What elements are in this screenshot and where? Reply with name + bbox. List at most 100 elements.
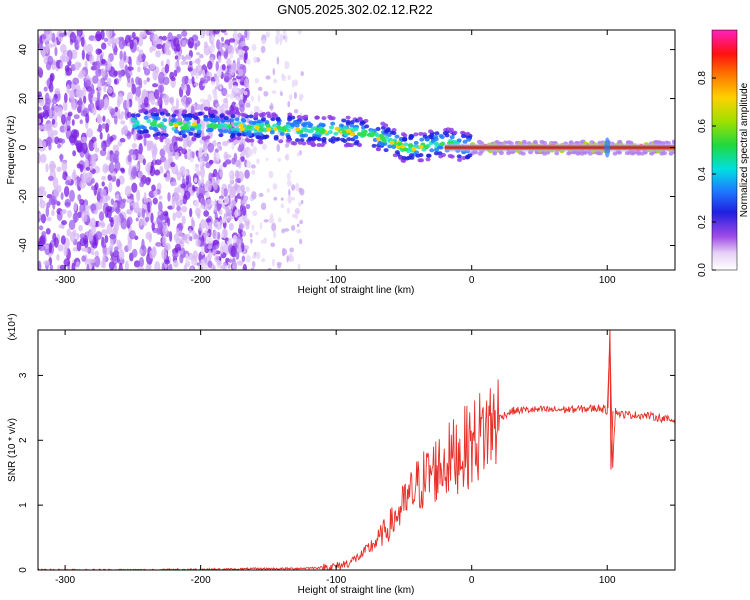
x-tick-label: -100 (326, 575, 346, 586)
heatmap-cell (186, 113, 192, 118)
heatmap-cell (38, 186, 46, 192)
heatmap-cell (296, 229, 302, 234)
heatmap-cell (105, 30, 113, 39)
heatmap-cell (178, 112, 182, 119)
heatmap-cell (212, 230, 219, 240)
heatmap-cell (656, 140, 662, 145)
heatmap-cell (299, 219, 303, 225)
heatmap-cell (239, 41, 245, 48)
heatmap-cell (79, 199, 85, 205)
heatmap-cell (164, 259, 170, 265)
heatmap-cell (181, 54, 185, 60)
heatmap-cell (60, 210, 66, 215)
heatmap-cell (196, 187, 200, 194)
heatmap-cell (69, 90, 75, 100)
heatmap-cell (321, 116, 327, 121)
heatmap-hotspot (362, 129, 368, 134)
heatmap-cell (299, 238, 303, 245)
heatmap-cell (554, 151, 560, 156)
heatmap-cell (139, 31, 147, 38)
heatmap-cell (89, 165, 93, 171)
heatmap-cell (180, 130, 186, 135)
heatmap-cell (259, 222, 263, 230)
heatmap-cell (126, 131, 132, 140)
heatmap-cell (236, 238, 242, 247)
heatmap-cell (662, 151, 668, 156)
heatmap-cell (87, 246, 92, 254)
heatmap-cell (85, 166, 91, 171)
heatmap-cell (229, 110, 235, 115)
heatmap-cell (72, 229, 77, 238)
heatmap-cell (137, 35, 144, 47)
y-tick-label: -20 (18, 189, 29, 204)
heatmap-cell (190, 266, 194, 270)
heatmap-cell (156, 43, 164, 50)
heatmap-cell (103, 37, 108, 42)
heatmap-cell (54, 46, 58, 57)
heatmap-cell (163, 210, 169, 217)
heatmap-hotspot (341, 130, 347, 135)
x-tick-label: -200 (191, 575, 211, 586)
heatmap-cell (171, 113, 177, 118)
heatmap-cell (163, 109, 169, 114)
heatmap-cell (636, 151, 642, 156)
heatmap-cell (199, 219, 206, 229)
heatmap-cell (353, 135, 359, 140)
heatmap-cell (38, 225, 44, 231)
heatmap-cell (63, 123, 68, 134)
heatmap-cell (217, 178, 221, 185)
heatmap-cell (112, 144, 120, 153)
heatmap-cell (203, 106, 209, 111)
heatmap-cell (462, 139, 468, 144)
heatmap-cell (117, 113, 124, 120)
heatmap-cell (136, 125, 142, 130)
heatmap-cell (294, 182, 300, 191)
heatmap-cell (371, 143, 377, 148)
heatmap-cell (273, 230, 276, 239)
heatmap-cell (300, 115, 306, 120)
heatmap-cell (159, 165, 164, 174)
heatmap-cell (159, 111, 165, 116)
heatmap-cell (449, 154, 455, 159)
heatmap-cell (189, 127, 195, 132)
heatmap-cell (429, 148, 435, 153)
heatmap-cell (120, 120, 126, 125)
heatmap-cell (155, 109, 161, 114)
heatmap-cell (466, 137, 472, 142)
heatmap-cell (226, 58, 232, 66)
heatmap-cell (306, 128, 312, 133)
heatmap-cell (146, 143, 151, 152)
heatmap-cell (262, 135, 268, 140)
heatmap-cell (269, 130, 275, 135)
heatmap-cell (207, 245, 212, 250)
heatmap-cell (124, 64, 128, 76)
heatmap-cell (271, 112, 277, 117)
heatmap-cell (506, 151, 512, 156)
heatmap-cell (221, 186, 225, 199)
heatmap-cell (49, 109, 53, 118)
heatmap-cell (242, 263, 248, 270)
heatmap-cell (81, 49, 85, 60)
heatmap-hotspot (227, 123, 233, 128)
heatmap-cell (280, 203, 285, 209)
heatmap-hotspot (168, 122, 174, 127)
heatmap-cell (209, 30, 213, 34)
heatmap-cell (251, 260, 256, 268)
colorbar-tick-label: 0.6 (697, 119, 708, 133)
heatmap-cell (253, 112, 259, 117)
heatmap-cell (149, 46, 153, 53)
heatmap-cell (158, 195, 163, 200)
heatmap-cell (238, 69, 244, 77)
snr-y-label: SNR (10 * v/v) (7, 418, 18, 482)
heatmap-cell (57, 244, 64, 252)
heatmap-cell (235, 177, 241, 183)
heatmap-cell (250, 238, 253, 244)
heatmap-cell (131, 248, 138, 258)
heatmap-cell (194, 166, 200, 172)
heatmap-cell (200, 177, 205, 187)
heatmap-cell (230, 114, 236, 119)
y-tick-label: 2 (18, 437, 29, 443)
x-tick-label: 100 (599, 575, 616, 586)
heatmap-cell (284, 34, 288, 43)
heatmap-cell (154, 159, 162, 166)
